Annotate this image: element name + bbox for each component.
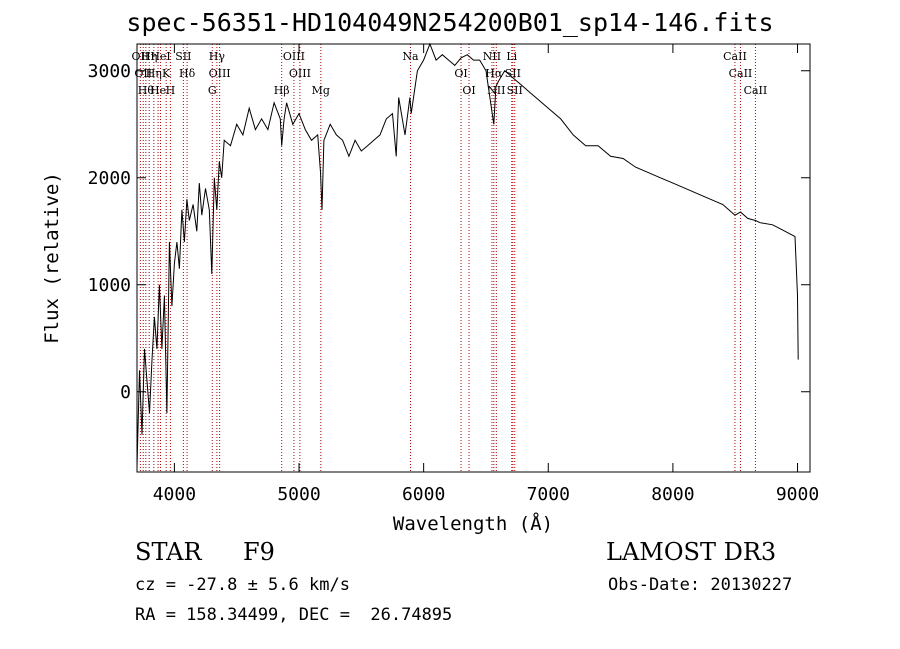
line-marker-label: NII (483, 50, 501, 63)
line-markers (139, 44, 756, 472)
observation-date: Obs-Date: 20130227 (608, 575, 793, 595)
line-marker-label: Hβ (274, 84, 290, 97)
sky-coordinates: RA = 158.34499, DEC = 26.74895 (135, 605, 453, 625)
line-marker-label: CaII (723, 50, 747, 63)
line-marker-label: He (150, 84, 166, 97)
chart-title: spec-56351-HD104049N254200B01_sp14-146.f… (126, 8, 774, 37)
line-marker-label: HeI (150, 50, 170, 63)
line-marker-label: OIII (283, 50, 305, 63)
line-marker-label: Na (402, 50, 419, 63)
y-axis-ticks: 0 1000 2000 3000 (88, 61, 810, 403)
x-tick-label: 4000 (153, 484, 196, 505)
survey-name: LAMOST DR3 (606, 538, 777, 566)
line-marker-label: Mg (312, 84, 330, 97)
line-marker-label: Hα (485, 67, 503, 80)
line-marker-label: OIII (289, 67, 311, 80)
x-axis-label: Wavelength (Å) (393, 512, 553, 535)
y-tick-label: 2000 (88, 168, 131, 189)
line-marker-label: CaII (729, 67, 753, 80)
x-tick-label: 8000 (651, 484, 694, 505)
object-class: STAR (135, 538, 202, 566)
y-tick-label: 1000 (88, 275, 131, 296)
redshift-velocity: cz = -27.8 ± 5.6 km/s (135, 575, 350, 595)
line-marker-label: H (166, 84, 176, 97)
spectrum-line (136, 42, 799, 467)
line-marker-label: SII (507, 84, 523, 97)
line-marker-label: OII (132, 50, 150, 63)
plot-frame (136, 43, 811, 473)
line-marker-label: SII (175, 50, 191, 63)
line-marker-label: Hη (146, 67, 162, 80)
line-marker-label: Hγ (209, 50, 226, 63)
line-marker-label: OIII (209, 67, 231, 80)
line-marker-label: K (162, 67, 171, 80)
line-marker-label: OI (462, 84, 475, 97)
line-marker-label: NII (487, 84, 505, 97)
line-marker-label: SII (505, 67, 521, 80)
line-marker-labels: OIIOIIHθHηHηHeHeIKHSIIHδGHγOIIIHβOIIIOII… (132, 50, 768, 97)
y-tick-label: 0 (120, 382, 131, 403)
y-tick-label: 3000 (88, 61, 131, 82)
line-marker-label: CaII (744, 84, 768, 97)
line-marker-label: Hη (141, 50, 157, 63)
object-subclass: F9 (243, 538, 275, 566)
line-marker-label: Li (506, 50, 517, 63)
line-marker-label: G (208, 84, 217, 97)
line-marker-label: OI (454, 67, 467, 80)
x-axis-ticks: 4000 5000 6000 7000 8000 9000 (153, 44, 819, 505)
x-tick-label: 9000 (776, 484, 819, 505)
line-marker-label: Hδ (179, 67, 196, 80)
x-tick-label: 5000 (277, 484, 320, 505)
x-tick-label: 7000 (527, 484, 570, 505)
y-axis-label: Flux (relative) (41, 172, 63, 344)
line-marker-label: Hθ (138, 84, 155, 97)
x-tick-label: 6000 (402, 484, 445, 505)
